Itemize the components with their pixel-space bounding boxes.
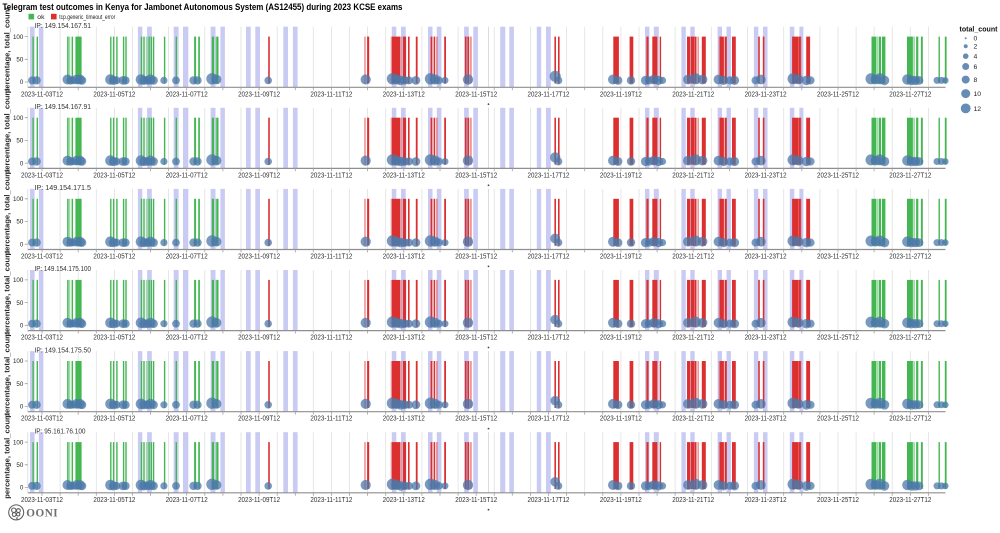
svg-text:8: 8 (974, 77, 978, 84)
svg-text:12: 12 (974, 106, 982, 113)
svg-text:IP: 149.154.167.51: IP: 149.154.167.51 (35, 21, 92, 30)
svg-text:IP: 149.154.171.5: IP: 149.154.171.5 (35, 183, 92, 192)
svg-text:OONI: OONI (26, 507, 58, 519)
svg-text:2: 2 (974, 44, 978, 51)
svg-text:ok: ok (37, 14, 45, 21)
svg-text:0: 0 (974, 36, 978, 43)
svg-text:Telegram test outcomes in Keny: Telegram test outcomes in Kenya for Jamb… (3, 2, 403, 12)
svg-text:IP: 95.161.76.100: IP: 95.161.76.100 (35, 426, 86, 435)
svg-text:IP: 149.154.175.50: IP: 149.154.175.50 (35, 345, 92, 354)
svg-text:4: 4 (974, 54, 978, 61)
svg-text:IP: 149.154.175.100: IP: 149.154.175.100 (35, 264, 92, 273)
svg-text:10: 10 (974, 91, 982, 98)
svg-text:tcp.generic_timeout_error: tcp.generic_timeout_error (59, 14, 116, 21)
svg-text:total_count: total_count (960, 24, 999, 33)
svg-text:IP: 149.154.167.91: IP: 149.154.167.91 (35, 102, 92, 111)
svg-text:6: 6 (974, 64, 978, 71)
